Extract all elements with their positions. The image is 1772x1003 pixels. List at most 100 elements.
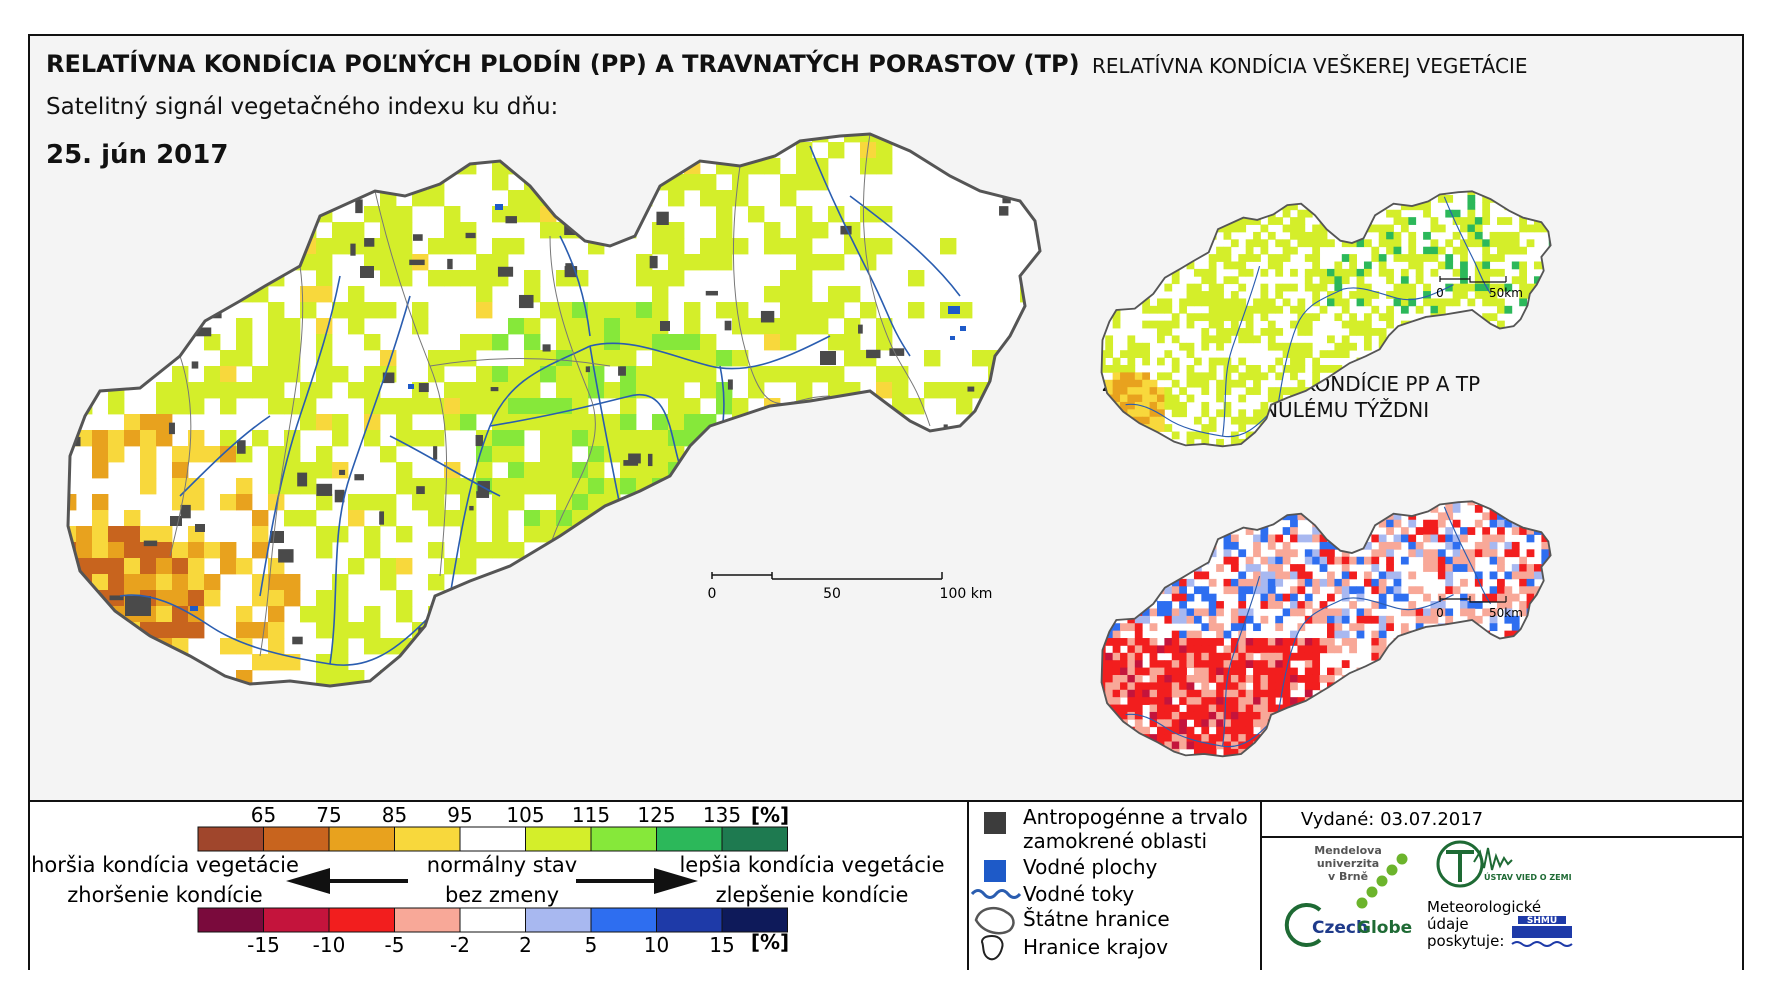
legend-tick-1: -10 [313,933,346,957]
legend-tick-3: 95 [447,803,472,827]
legend-swatch-0 [197,907,264,933]
inset-bottom-scalebar-50: 50km [1489,606,1523,620]
svg-text:údaje: údaje [1427,915,1469,933]
river-symbol-icon [970,889,1022,899]
symbol-legend-svg: Antropogénne a trvalo zamokrené oblasti … [970,805,1248,961]
legend-tick-7: 135 [703,803,741,827]
legend-better-2: zlepšenie kondície [716,883,909,907]
legend-swatch-4 [459,826,526,852]
legend-tick-0: -15 [247,933,280,957]
legend-area: 65 75 85 95 105 115 125 135 [%] horšia kondícia… [30,800,1742,970]
svg-text:Mendelova: Mendelova [1314,844,1382,857]
svg-text:Meteorologické: Meteorologické [1427,898,1541,916]
legend-tick-1: 75 [316,803,341,827]
inset-bottom-scalebar [1439,596,1507,603]
change-unit: [%] [751,930,789,954]
logos-svg: Vydané: 03.07.2017 Mendelova univerzita … [1284,809,1573,950]
inset-all-vegetation-map [1100,190,1552,448]
inset-top-scalebar [1439,276,1507,283]
legend-separator-2 [1260,802,1262,970]
arrow-right [576,868,698,894]
figure-frame: RELATÍVNA KONDÍCIA POĽNÝCH PLODÍN (PP) A… [28,34,1744,970]
arrow-left [286,868,408,894]
legend-swatch-7 [656,907,723,933]
inset-change-map [1100,500,1552,758]
legend-rivers: Vodné toky [1023,882,1134,906]
svg-text:v Brně: v Brně [1328,870,1368,883]
legend-region-border: Hranice krajov [1023,935,1168,959]
legend-worse-2: zhoršenie kondície [67,883,262,907]
shmu-logo: SHMÚ [1511,914,1573,947]
legend-separator-1 [967,802,969,970]
legend-state-border: Štátne hranice [1023,907,1170,931]
svg-text:ÚSTAV VIED O ZEMI: ÚSTAV VIED O ZEMI [1484,871,1572,882]
legend-swatch-5 [525,907,592,933]
subtitle: Satelitný signál vegetačného indexu ku d… [46,94,559,120]
legend-tick-5: 115 [572,803,610,827]
legend-worse-1: horšia kondícia vegetácie [31,853,299,877]
water-swatch [984,860,1006,882]
inset-top-scalebar-50: 50km [1489,286,1523,300]
svg-text:Czech: Czech [1312,918,1368,938]
svg-text:univerzita: univerzita [1317,857,1379,870]
color-legend-svg: 65 75 85 95 105 115 125 135 [%] horšia kondícia… [31,803,944,957]
date-label: 25. jún 2017 [46,140,229,170]
legend-swatch-6 [590,907,657,933]
legend-water-areas: Vodné plochy [1023,855,1158,879]
main-scalebar-label-50: 50 [823,586,841,602]
earth-sciences-institute-logo: ÚSTAV VIED O ZEMI [1436,840,1572,888]
legend-swatch-3 [394,907,461,933]
map-area: RELATÍVNA KONDÍCIA POĽNÝCH PLODÍN (PP) A… [30,36,1742,798]
legend-swatch-0 [197,826,264,852]
maps-svg: 0 50 100 km 0 50km [66,132,1552,758]
inset-bottom-scalebar-0: 0 [1436,606,1444,620]
svg-text:Globe: Globe [1357,918,1412,938]
legend-tick-2: -5 [385,933,405,957]
legend-swatch-7 [656,826,723,852]
legend-tick-4: 105 [506,803,544,827]
legend-tick-5: 5 [585,933,598,957]
main-scalebar-label-100: 100 km [940,586,993,602]
state-border-icon [974,906,1015,935]
main-scalebar-label-0: 0 [708,586,717,602]
main-map-water-areas [190,204,966,611]
mendel-university-logo: Mendelova univerzita v Brně [1314,844,1408,909]
legend-tick-4: 2 [519,933,532,957]
legend-normal-1: normálny stav [427,853,577,877]
legend-better-1: lepšia kondícia vegetácie [679,853,944,877]
inset-top-title: RELATÍVNA KONDÍCIA VEŠKEREJ VEGETÁCIE [1092,54,1528,78]
legend-swatch-8 [721,907,788,933]
legend-swatch-1 [263,907,330,933]
change-tick-labels: -15 -10 -5 -2 2 5 10 15 [247,933,735,957]
legend-swatch-1 [263,826,330,852]
issued-separator [1262,836,1742,838]
condition-colorbar [197,826,788,852]
main-map-region-borders [169,134,931,657]
main-map [66,132,1042,688]
legend-tick-0: 65 [251,803,276,827]
condition-tick-labels: 65 75 85 95 105 115 125 135 [251,803,741,827]
main-scalebar [711,572,943,580]
main-title: RELATÍVNA KONDÍCIA POĽNÝCH PLODÍN (PP) A… [46,50,1080,78]
legend-swatch-5 [525,826,592,852]
czechglobe-logo: Czech Globe [1284,903,1412,947]
legend-swatch-3 [394,826,461,852]
svg-text:SHMÚ: SHMÚ [1527,914,1557,926]
legend-tick-2: 85 [382,803,407,827]
legend-swatch-2 [328,907,395,933]
region-border-icon [980,934,1004,961]
legend-swatch-4 [459,907,526,933]
legend-tick-6: 125 [637,803,675,827]
legend-swatch-8 [721,826,788,852]
issued-date: Vydané: 03.07.2017 [1301,809,1483,830]
svg-text:poskytuje:: poskytuje: [1427,932,1504,950]
change-colorbar [197,907,788,933]
legend-tick-6: 10 [644,933,669,957]
legend-anthropogenic-2: zamokrené oblasti [1023,829,1207,853]
main-map-rivers [119,145,961,666]
meteorological-data-credit: Meteorologické údaje poskytuje: [1427,898,1541,950]
legend-normal-2: bez zmeny [445,883,559,907]
condition-unit: [%] [751,803,789,827]
legend-swatch-2 [328,826,395,852]
legend-tick-7: 15 [709,933,734,957]
